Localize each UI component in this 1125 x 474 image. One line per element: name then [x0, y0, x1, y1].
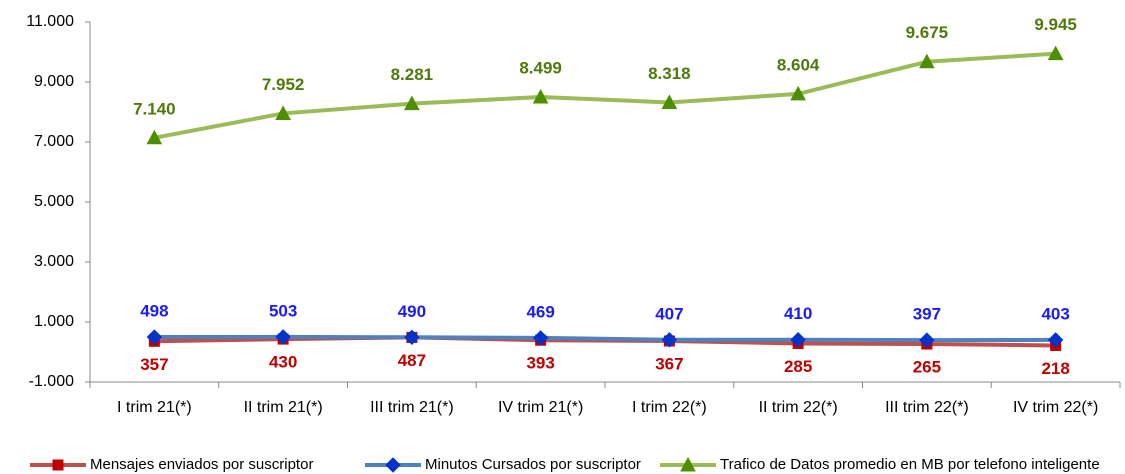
data-label: 357 — [140, 355, 168, 374]
point — [1047, 45, 1064, 61]
series-line — [154, 51, 1056, 140]
x-tick-label: I trim 21(*) — [117, 399, 192, 416]
point — [532, 330, 549, 346]
series-line — [154, 334, 1056, 343]
x-tick-label: III trim 22(*) — [885, 399, 969, 416]
point — [404, 329, 420, 346]
data-label: 403 — [1041, 304, 1069, 323]
legend-marker — [52, 459, 64, 471]
point — [275, 105, 291, 120]
legend-label: Trafico de Datos promedio en MB por tele… — [720, 456, 1100, 473]
point — [790, 85, 806, 101]
data-label: 7.952 — [262, 75, 305, 94]
data-label: 367 — [655, 354, 683, 373]
data-label: 285 — [784, 357, 812, 376]
x-tick-label: IV trim 22(*) — [1013, 399, 1098, 416]
data-label: 8.604 — [777, 55, 820, 74]
data-label: 9.675 — [906, 23, 949, 42]
x-tick-label: I trim 22(*) — [632, 399, 707, 416]
data-label: 397 — [913, 305, 941, 324]
data-label: 8.281 — [391, 65, 434, 84]
y-tick-label: 5.000 — [34, 193, 74, 210]
point — [146, 329, 163, 345]
point — [146, 129, 163, 145]
data-label: 265 — [913, 358, 941, 377]
data-label: 487 — [398, 351, 426, 370]
point — [404, 95, 420, 111]
legend-label: Mensajes enviados por suscriptor — [90, 456, 313, 473]
point — [532, 88, 549, 104]
point — [1047, 332, 1064, 348]
data-label: 8.499 — [519, 59, 562, 78]
point — [661, 332, 678, 348]
data-label: 503 — [269, 301, 297, 320]
y-tick-label: 11.000 — [26, 13, 74, 30]
point — [919, 332, 935, 348]
data-label: 498 — [140, 302, 168, 321]
y-tick-label: 3.000 — [34, 253, 74, 270]
data-label: 430 — [269, 353, 297, 372]
point — [661, 94, 678, 109]
y-tick-label: 1.000 — [34, 313, 74, 330]
data-label: 9.945 — [1034, 15, 1077, 34]
data-label: 218 — [1041, 359, 1069, 378]
data-label: 407 — [655, 304, 683, 323]
point — [790, 331, 806, 348]
point — [275, 329, 291, 345]
data-label: 8.318 — [648, 64, 691, 83]
data-label: 490 — [398, 302, 426, 321]
data-label: 469 — [526, 302, 554, 321]
x-tick-label: II trim 21(*) — [244, 399, 323, 416]
legend-marker — [385, 457, 401, 473]
y-tick-label: 9.000 — [34, 73, 74, 90]
data-label: 410 — [784, 304, 812, 323]
data-label: 393 — [526, 354, 554, 373]
x-tick-label: II trim 22(*) — [759, 399, 838, 416]
legend-marker — [680, 456, 696, 472]
legend-label: Minutos Cursados por suscriptor — [425, 456, 641, 473]
x-tick-label: IV trim 21(*) — [498, 399, 583, 416]
data-label: 7.140 — [133, 99, 176, 118]
y-tick-label: 7.000 — [34, 133, 74, 150]
x-tick-label: III trim 21(*) — [370, 399, 454, 416]
y-tick-label: -1.000 — [29, 373, 74, 390]
point — [919, 53, 935, 69]
